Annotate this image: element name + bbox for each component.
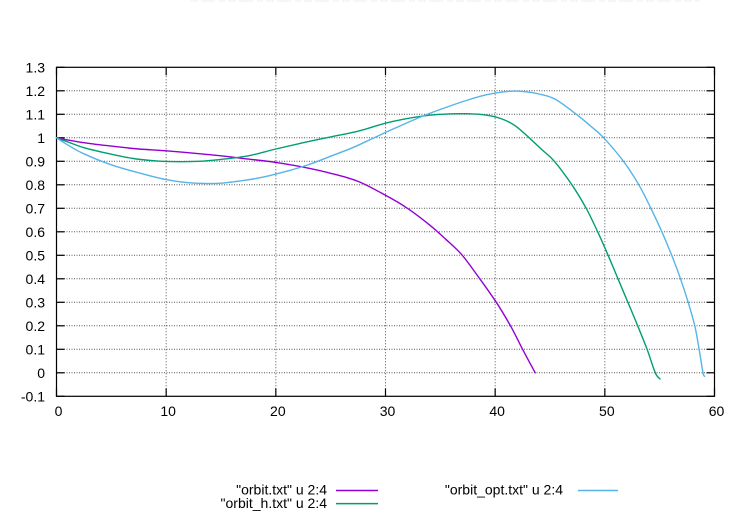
svg-text:1.1: 1.1 [26,107,46,123]
svg-text:0.3: 0.3 [26,295,46,311]
svg-text:-0.1: -0.1 [21,389,45,405]
svg-text:0.4: 0.4 [26,271,46,287]
svg-text:0.2: 0.2 [26,318,46,334]
svg-text:1.2: 1.2 [26,83,46,99]
svg-text:60: 60 [709,403,725,419]
svg-text:"orbit.txt" u 2:4: "orbit.txt" u 2:4 [236,482,327,498]
svg-text:0.7: 0.7 [26,201,46,217]
svg-text:20: 20 [270,403,286,419]
svg-text:0: 0 [55,403,63,419]
svg-text:10: 10 [160,403,176,419]
svg-text:30: 30 [380,403,396,419]
svg-text:"orbit_h.txt" u 2:4: "orbit_h.txt" u 2:4 [221,495,328,511]
svg-text:0.5: 0.5 [26,248,46,264]
svg-text:1.3: 1.3 [26,60,46,76]
svg-text:0.6: 0.6 [26,224,46,240]
svg-text:50: 50 [599,403,615,419]
svg-text:0.1: 0.1 [26,342,46,358]
svg-text:0.9: 0.9 [26,154,46,170]
svg-text:40: 40 [489,403,505,419]
svg-text:1: 1 [37,130,45,146]
svg-text:"orbit_opt.txt" u 2:4: "orbit_opt.txt" u 2:4 [445,482,563,498]
svg-text:0.8: 0.8 [26,177,46,193]
svg-text:0: 0 [37,365,45,381]
